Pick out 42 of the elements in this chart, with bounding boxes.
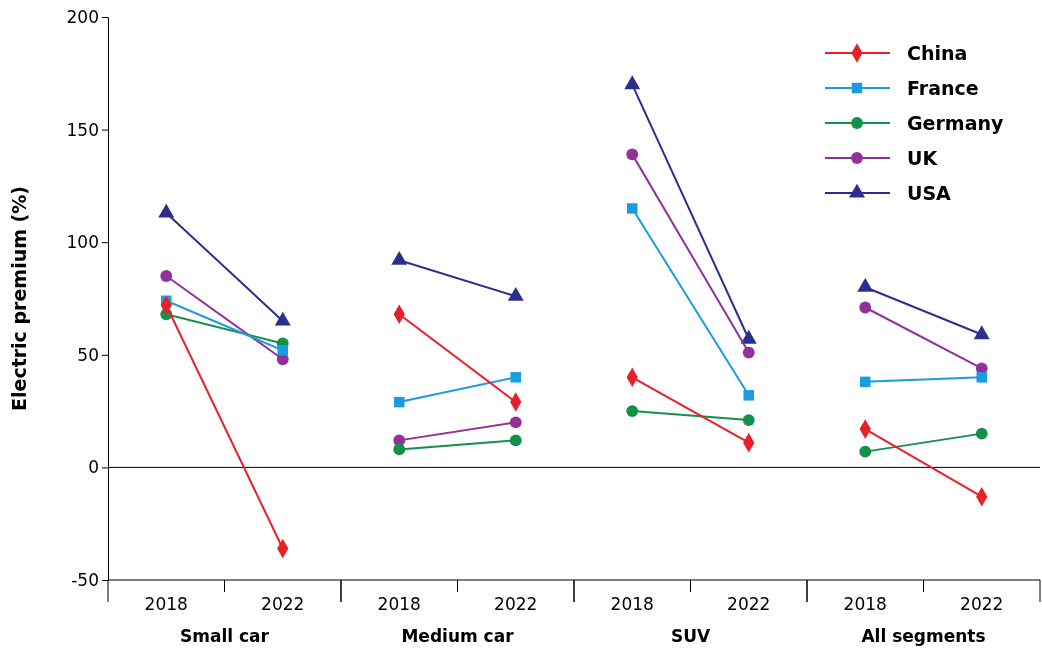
point <box>627 203 638 214</box>
legend-label: USA <box>907 182 952 204</box>
point <box>510 372 521 383</box>
x-tick-label: 2022 <box>261 594 305 614</box>
point <box>860 376 871 388</box>
y-tick-label: 100 <box>66 232 99 253</box>
x-tick-label: 2018 <box>610 594 654 614</box>
y-tick-label: 0 <box>88 457 99 478</box>
x-tick-label: 2022 <box>727 594 771 614</box>
point <box>277 345 288 356</box>
point <box>393 443 406 456</box>
x-tick-label: 2022 <box>494 594 538 614</box>
point <box>742 346 755 359</box>
point <box>975 427 988 440</box>
x-axis-title: Small car <box>180 626 270 646</box>
point <box>626 148 639 161</box>
x-axis-title: SUV <box>670 626 711 646</box>
point <box>743 390 754 401</box>
legend-label: UK <box>907 147 939 169</box>
point <box>626 405 639 418</box>
y-tick-label: 150 <box>66 119 99 140</box>
point <box>742 414 755 427</box>
point <box>859 445 872 458</box>
x-axis-title: Medium car <box>401 626 515 646</box>
legend-label: China <box>907 42 968 64</box>
x-tick-label: 2018 <box>843 594 887 614</box>
y-tick-label: 50 <box>77 344 99 365</box>
point <box>976 372 987 383</box>
x-axis-title: All segments <box>861 626 986 646</box>
y-axis-title: Electric premium (%) <box>8 186 30 411</box>
y-tick-label: -50 <box>71 569 99 590</box>
point <box>394 396 405 408</box>
point <box>509 434 522 447</box>
legend-label: France <box>907 77 979 99</box>
point <box>509 416 522 429</box>
point <box>859 301 872 314</box>
x-tick-label: 2022 <box>960 594 1004 614</box>
x-tick-label: 2018 <box>377 594 421 614</box>
y-tick-label: 200 <box>66 6 99 27</box>
x-tick-label: 2018 <box>144 594 188 614</box>
legend-label: Germany <box>907 112 1004 134</box>
point <box>160 270 173 282</box>
